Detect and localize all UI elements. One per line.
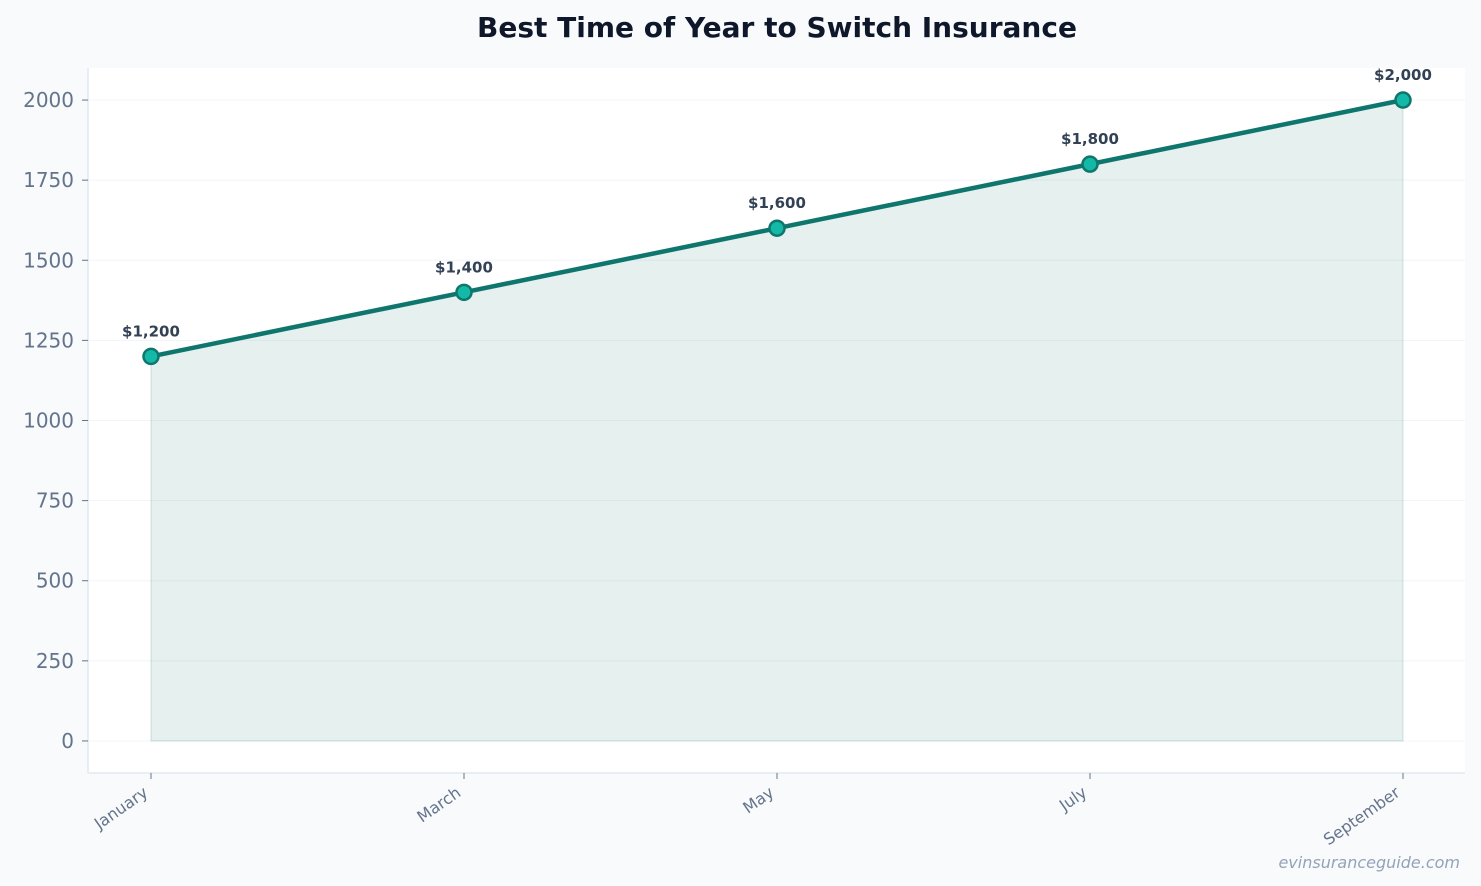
y-tick-label: 1250 — [23, 328, 74, 352]
data-label: $1,600 — [748, 194, 806, 212]
data-point — [455, 283, 473, 302]
y-tick-label: 500 — [36, 569, 74, 593]
y-tick-label: 750 — [36, 489, 74, 513]
y-tick-label: 1000 — [23, 409, 74, 433]
y-tick-label: 250 — [36, 649, 74, 673]
y-tick-label: 2000 — [23, 88, 74, 112]
y-tick-label: 1750 — [23, 168, 74, 192]
data-label: $2,000 — [1374, 66, 1432, 84]
data-points — [142, 91, 1412, 366]
y-tick-labels: 0 250 500 750 1000 1250 1500 1750 2000 — [23, 88, 88, 753]
watermark: evinsuranceguide.com — [1278, 853, 1460, 872]
data-point — [142, 347, 160, 366]
data-point — [1081, 155, 1099, 173]
y-tick-label: 1500 — [23, 248, 74, 272]
chart-title: Best Time of Year to Switch Insurance — [477, 11, 1077, 44]
gridlines — [88, 99, 1465, 742]
y-tick-label: 0 — [61, 729, 74, 753]
data-point — [768, 219, 786, 237]
data-label: $1,200 — [122, 322, 180, 340]
data-labels: $1,200 $1,400 $1,600 $1,800 $2,000 — [122, 66, 1432, 340]
data-label: $1,800 — [1061, 130, 1119, 148]
data-point — [1394, 91, 1412, 109]
data-label: $1,400 — [435, 258, 493, 276]
